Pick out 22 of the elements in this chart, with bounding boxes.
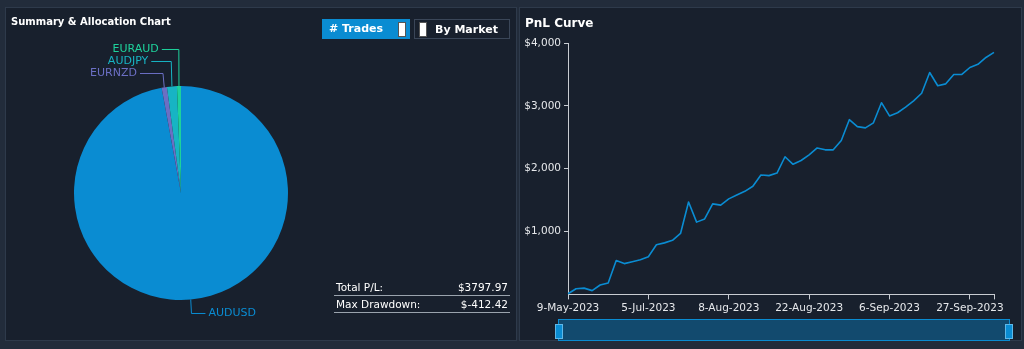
chart-title: Summary & Allocation Chart [11, 16, 171, 27]
slice-label: EURAUD [112, 42, 159, 56]
x-tick-label: 8-Aug-2023 [698, 301, 760, 314]
x-tick-label: 6-Sep-2023 [859, 301, 920, 314]
slice-label: AUDUSD [208, 306, 257, 320]
slice-label: EURNZD [90, 66, 138, 80]
text: By Market [414, 19, 510, 39]
y-tick-label: $1,000 [524, 224, 561, 237]
x-tick-label: 5-Jul-2023 [621, 301, 676, 314]
x-tick-label: 22-Aug-2023 [775, 301, 844, 314]
y-tick-label: $4,000 [524, 35, 561, 48]
text: $-412.42 [460, 298, 508, 310]
text: Total P/L: [336, 281, 384, 293]
text: # Trades [322, 19, 410, 39]
text: Max Drawdown: [336, 298, 421, 310]
slice-label: AUDJPY [107, 54, 149, 68]
y-tick-label: $2,000 [524, 161, 561, 174]
x-tick-label: 9-May-2023 [536, 301, 600, 314]
x-tick-label: 27-Sep-2023 [936, 301, 1004, 314]
text: $3797.97 [457, 281, 508, 293]
y-tick-label: $3,000 [524, 98, 561, 111]
chart-title: PnL Curve [525, 16, 594, 30]
